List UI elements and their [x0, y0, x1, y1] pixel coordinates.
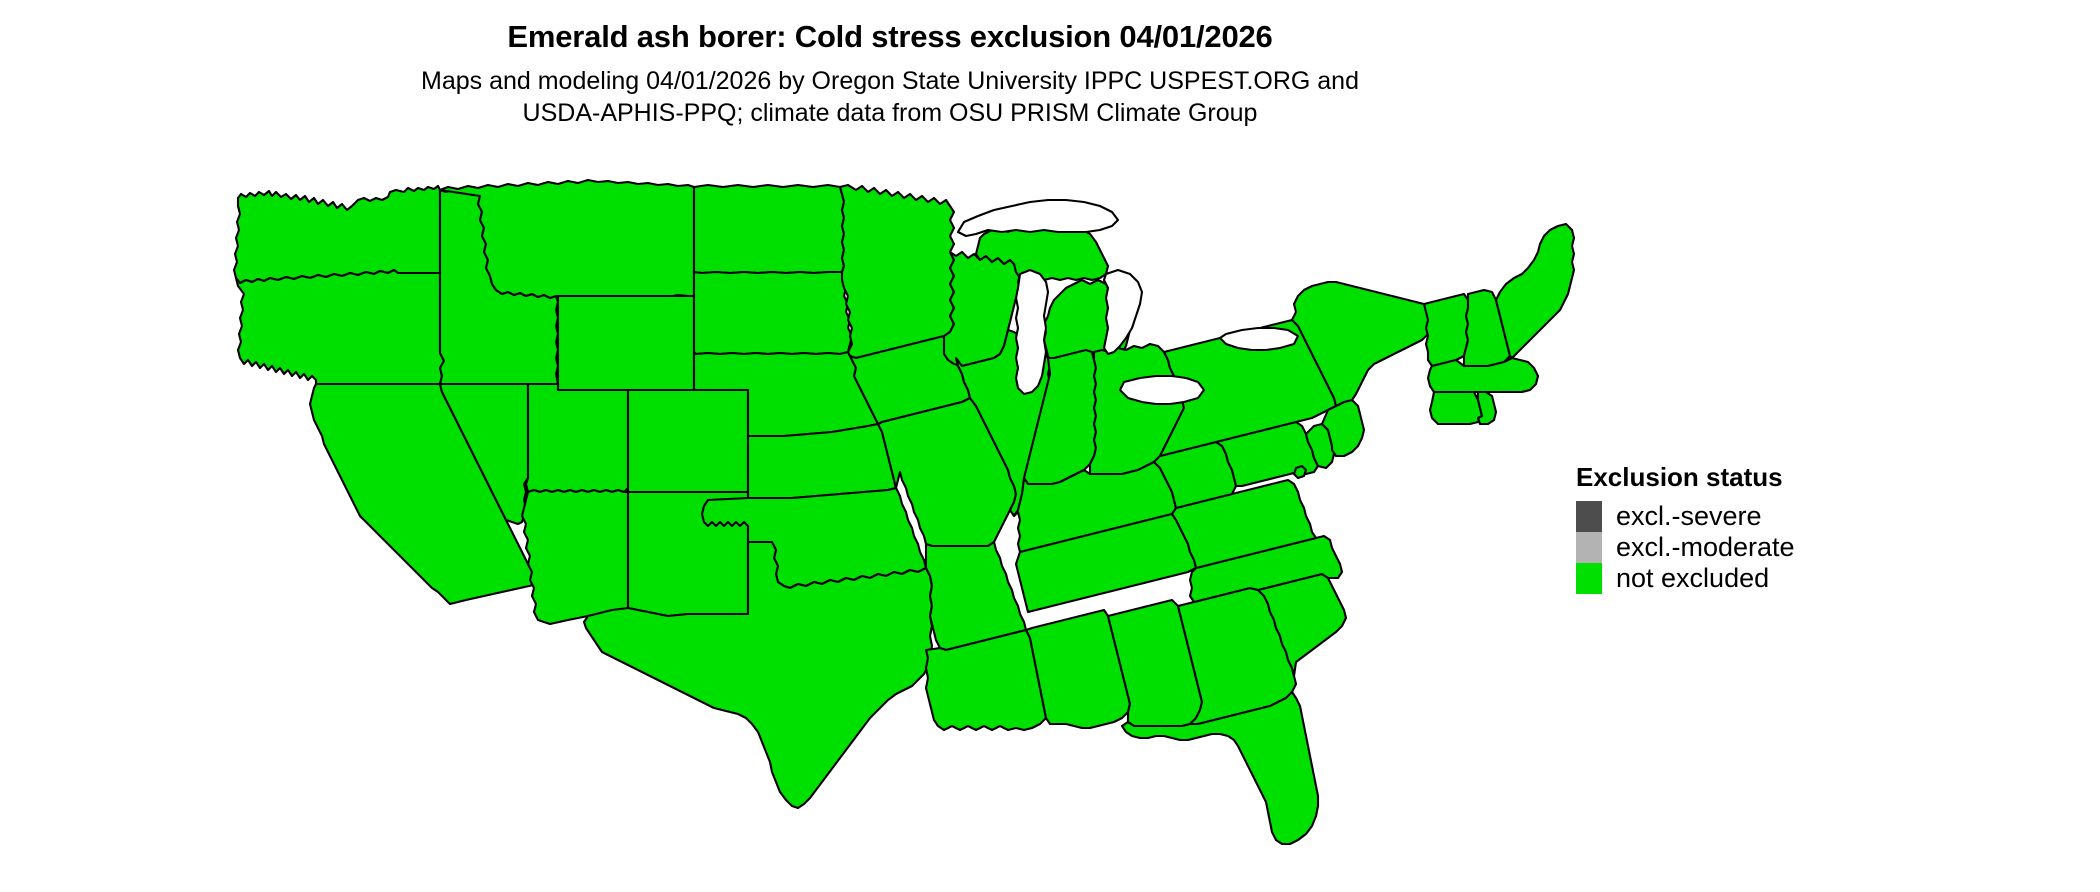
state-utah[interactable] — [524, 382, 630, 494]
states-group — [232, 178, 1576, 846]
state-wyoming[interactable] — [556, 294, 696, 392]
state-louisiana[interactable] — [924, 628, 1048, 732]
map-legend: Exclusion status excl.-severe excl.-moder… — [1576, 462, 1906, 594]
state-new-jersey[interactable] — [1320, 398, 1366, 458]
state-washington[interactable] — [232, 184, 442, 285]
map-subtitle-line-1: Maps and modeling 04/01/2026 by Oregon S… — [421, 67, 1359, 95]
map-subtitle: Maps and modeling 04/01/2026 by Oregon S… — [0, 65, 1780, 129]
legend-row[interactable]: not excluded — [1576, 563, 1906, 594]
state-missouri[interactable] — [876, 396, 1018, 548]
legend-title: Exclusion status — [1576, 462, 1783, 492]
state-north-dakota[interactable] — [692, 183, 846, 275]
page-title: Emerald ash borer: Cold stress exclusion… — [507, 19, 1273, 54]
legend-row[interactable]: excl.-moderate — [1576, 532, 1906, 563]
state-south-dakota[interactable] — [692, 270, 854, 356]
legend-swatch-not-excluded — [1576, 563, 1602, 594]
us-states-svg — [232, 178, 1576, 846]
lake-ontario — [1218, 326, 1300, 352]
state-arizona[interactable] — [520, 488, 630, 626]
lake-michigan — [1014, 268, 1050, 396]
state-district-of-columbia[interactable] — [1292, 464, 1308, 480]
state-kansas[interactable] — [746, 422, 898, 500]
state-maine[interactable] — [1494, 222, 1576, 360]
lake-erie — [1118, 374, 1206, 406]
map-subtitle-line-2: USDA-APHIS-PPQ; climate data from OSU PR… — [522, 99, 1258, 127]
legend-label: excl.-severe — [1616, 501, 1762, 531]
great-lakes-group — [956, 198, 1300, 406]
state-nevada[interactable] — [438, 382, 530, 526]
legend-swatch-excl-moderate — [1576, 532, 1602, 563]
state-tennessee[interactable] — [1014, 512, 1198, 614]
legend-swatch-excl-severe — [1576, 501, 1602, 532]
legend-items: excl.-severe excl.-moderate not excluded — [1576, 501, 1906, 594]
state-oregon[interactable] — [234, 268, 446, 386]
state-vermont[interactable] — [1422, 292, 1470, 368]
legend-row[interactable]: excl.-severe — [1576, 501, 1906, 532]
lake-superior — [956, 198, 1120, 238]
state-florida[interactable] — [1120, 690, 1320, 846]
state-texas[interactable] — [582, 540, 934, 810]
state-new-york[interactable] — [1290, 280, 1436, 408]
state-minnesota[interactable] — [838, 183, 956, 360]
us-choropleth-map — [228, 178, 1578, 884]
state-colorado[interactable] — [626, 388, 750, 494]
title-block: Emerald ash borer: Cold stress exclusion… — [0, 18, 1780, 129]
state-rhode-island[interactable] — [1476, 390, 1498, 426]
legend-label: not excluded — [1616, 563, 1770, 593]
state-virginia[interactable] — [1170, 478, 1318, 570]
lake-huron — [1102, 268, 1144, 356]
legend-label: excl.-moderate — [1616, 532, 1795, 562]
state-connecticut[interactable] — [1428, 390, 1484, 426]
